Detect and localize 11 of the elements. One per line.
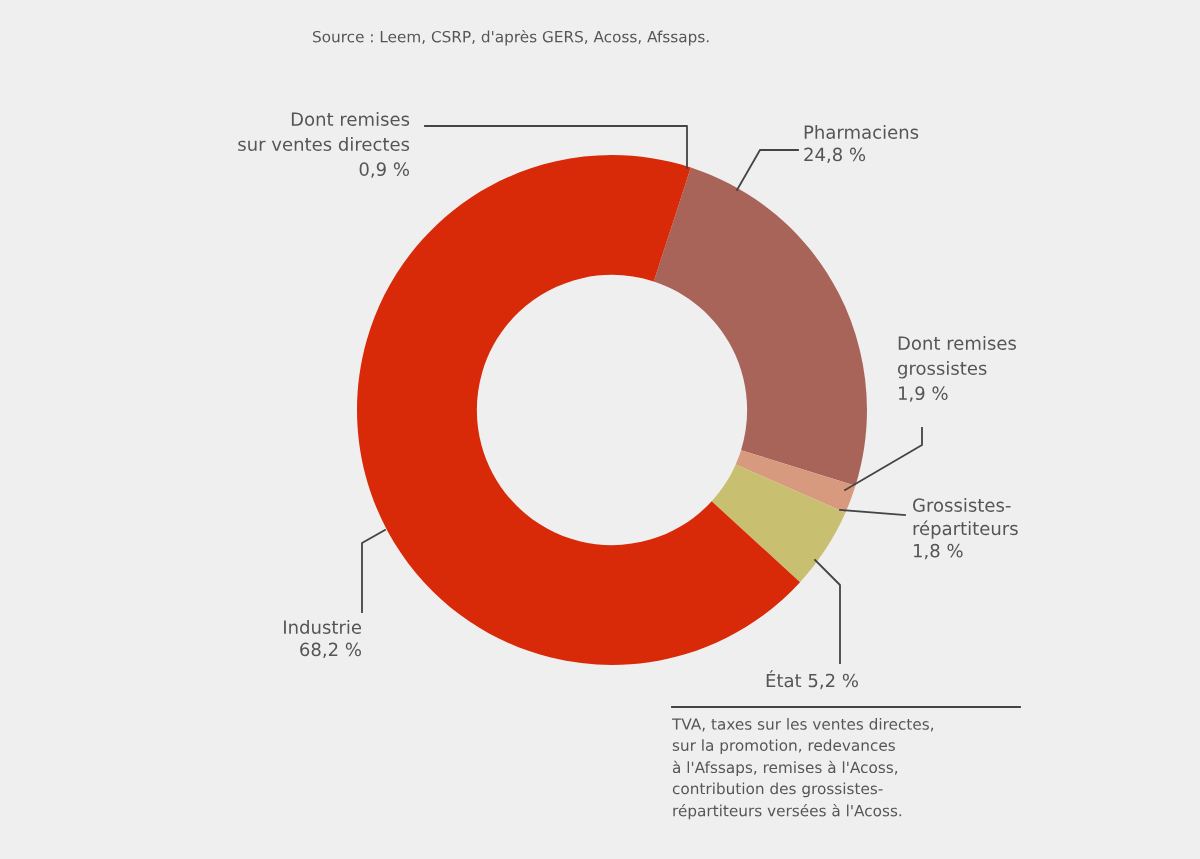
text: TVA, taxes sur les ventes directes, sur la promotion, redevances à l'Afssaps, remises à l'Acoss, contribution des grossistes- répartiteurs versées à l'Acoss. — [671, 718, 934, 820]
source-note: Source : Leem, CSRP, d'après GERS, Acoss, Afssaps. — [313, 30, 709, 46]
data-label: 1,8 % — [913, 543, 963, 560]
data-label: 24,8 % — [804, 147, 866, 164]
data-label: 68,2 % — [300, 642, 362, 659]
text: Dont remises sur ventes directes 0,9 % — [238, 112, 410, 178]
text: Dont remises grossistes 1,9 % — [898, 336, 1016, 402]
slice-label: Industrie — [284, 620, 362, 634]
slice-label: Grossistes- répartiteurs — [913, 498, 1018, 539]
slice-label: État 5,2 % — [766, 670, 858, 690]
slice-label: Pharmaciens — [804, 125, 919, 139]
